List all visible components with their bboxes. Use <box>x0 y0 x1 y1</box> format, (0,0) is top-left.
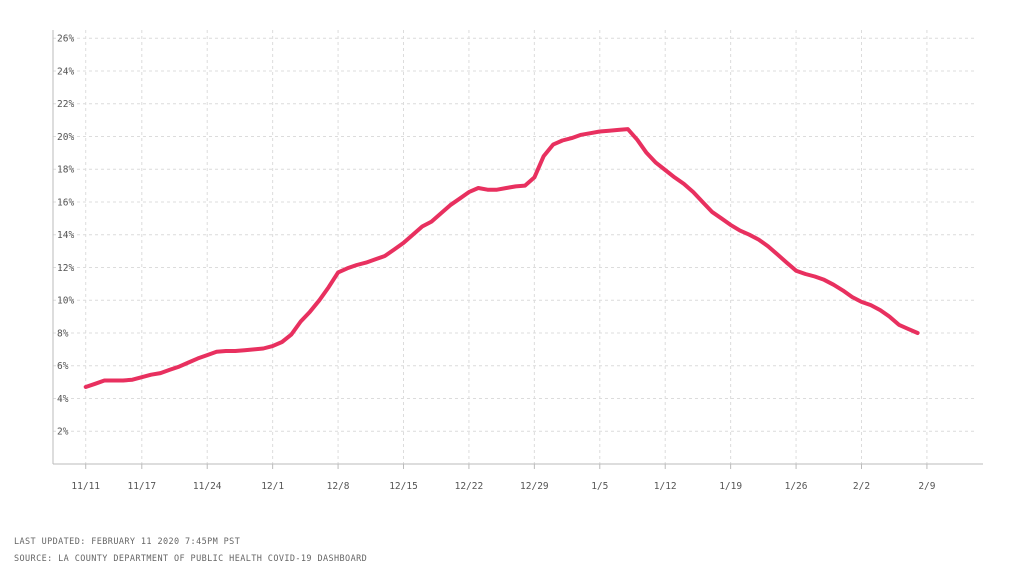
y-tick-label: 26% <box>57 34 74 45</box>
y-tick-label: 2% <box>57 427 69 438</box>
x-tick-labels: 11/11 11/17 11/24 12/1 12/8 12/15 12/22 12/29 1/… <box>71 481 935 492</box>
y-tick-label: 12% <box>57 263 74 274</box>
x-tick-label: 12/29 <box>520 481 549 492</box>
y-tick-label: 10% <box>57 296 74 307</box>
y-tick-label: 4% <box>57 394 69 405</box>
line-chart: 2% 4% 6% 8% 10% 12% 14% 16% 18% 20% 22% 24% 26% 11/1… <box>52 30 983 492</box>
y-tick-label: 22% <box>57 99 74 110</box>
y-tick-label: 14% <box>57 230 74 241</box>
series-layer <box>83 127 920 389</box>
y-tick-label: 18% <box>57 165 74 176</box>
last-updated-note: LAST UPDATED: FEBRUARY 11 2020 7:45PM PS… <box>14 537 241 547</box>
x-tick-label: 11/17 <box>127 481 156 492</box>
x-tick-label: 12/8 <box>327 481 350 492</box>
grid-lines <box>53 30 977 464</box>
x-tick-label: 2/9 <box>918 481 935 492</box>
y-tick-label: 8% <box>57 328 69 339</box>
axes <box>52 30 983 469</box>
x-tick-label: 1/5 <box>591 481 608 492</box>
x-tick-label: 1/12 <box>654 481 677 492</box>
series-line <box>83 127 920 389</box>
x-tick-label: 11/24 <box>193 481 222 492</box>
y-tick-label: 16% <box>57 197 74 208</box>
x-tick-label: 12/1 <box>261 481 284 492</box>
x-tick-label: 1/26 <box>785 481 808 492</box>
x-tick-label: 12/15 <box>389 481 418 492</box>
y-tick-label: 24% <box>57 66 74 77</box>
y-tick-label: 6% <box>57 361 69 372</box>
x-tick-label: 11/11 <box>71 481 100 492</box>
x-tick-label: 1/19 <box>719 481 742 492</box>
y-tick-label: 20% <box>57 132 74 143</box>
x-tick-label: 2/2 <box>853 481 870 492</box>
source-note: SOURCE: LA COUNTY DEPARTMENT OF PUBLIC H… <box>14 554 368 564</box>
x-tick-label: 12/22 <box>455 481 484 492</box>
y-tick-labels: 2% 4% 6% 8% 10% 12% 14% 16% 18% 20% 22% 24% 26% <box>57 34 74 438</box>
